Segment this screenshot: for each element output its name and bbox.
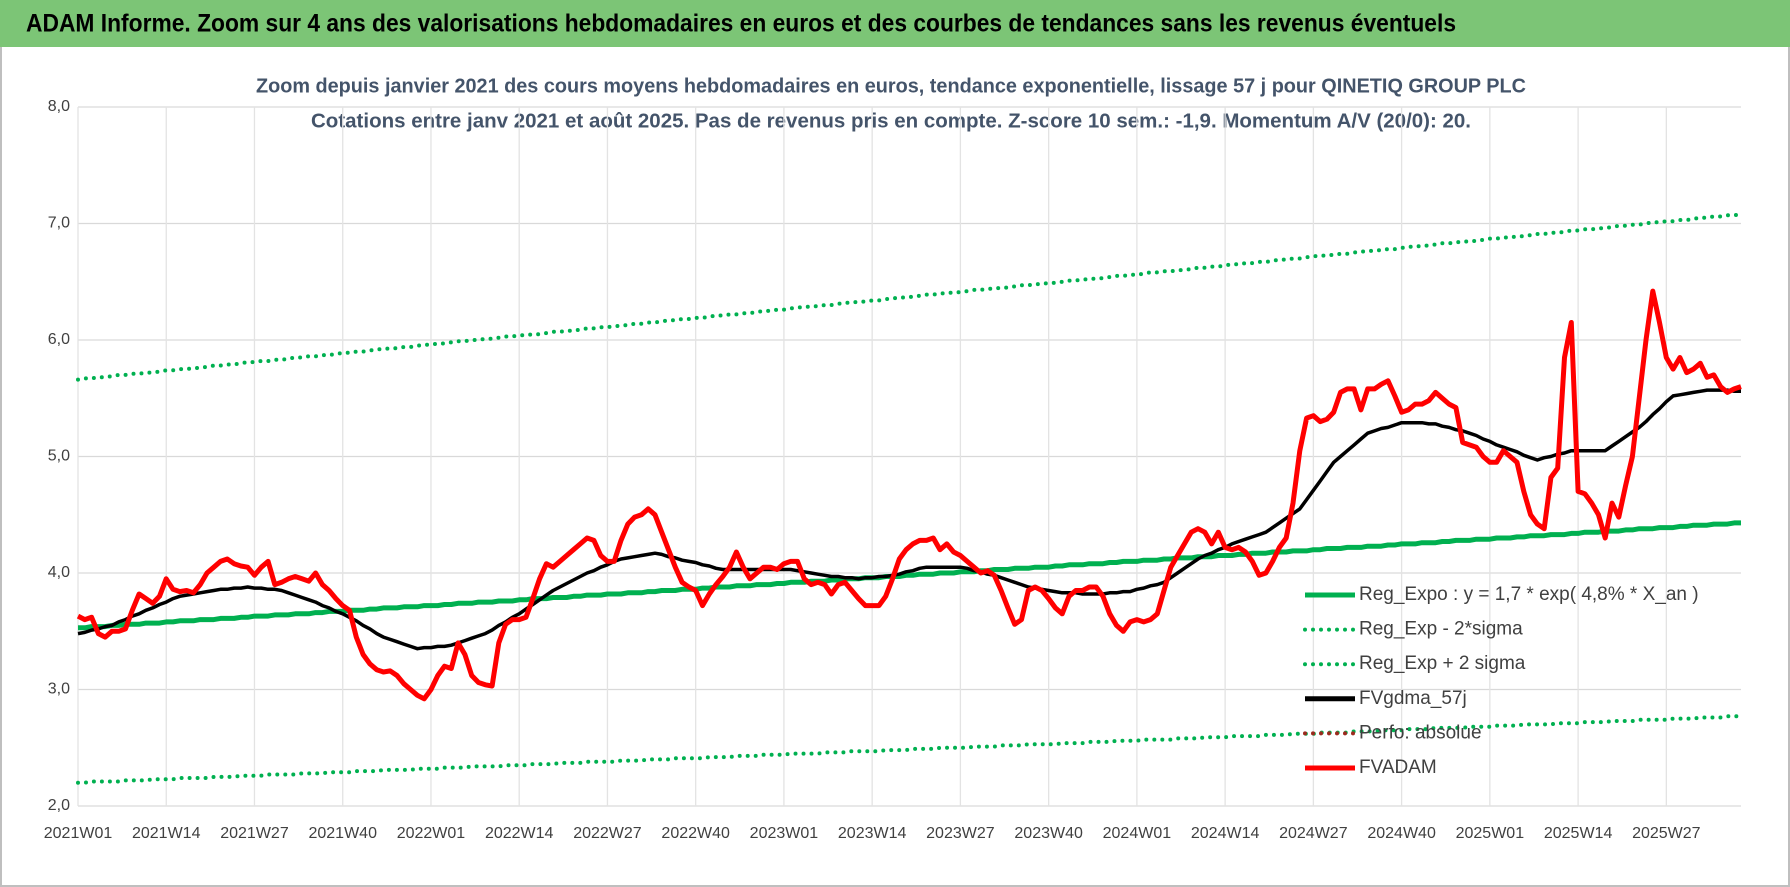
- series-line: [76, 714, 1743, 785]
- y-tick-label: 2,0: [48, 797, 70, 814]
- x-tick-label: 2024W01: [1103, 825, 1172, 842]
- header-title: ADAM Informe. Zoom sur 4 ans des valoris…: [26, 10, 1456, 38]
- x-tick-label: 2021W40: [308, 825, 377, 842]
- y-tick-label: 6,0: [48, 331, 70, 348]
- x-tick-label: 2022W01: [397, 825, 466, 842]
- legend-label: Perfo: absolue: [1359, 722, 1482, 743]
- legend-label: FVgdma_57j: [1359, 688, 1467, 709]
- y-tick-label: 7,0: [48, 215, 70, 232]
- series-line: [76, 212, 1743, 382]
- series-line: [77, 388, 1741, 651]
- y-tick-label: 5,0: [48, 448, 70, 465]
- x-tick-label: 2024W40: [1367, 825, 1436, 842]
- x-tick-label: 2023W27: [926, 825, 995, 842]
- plot: [76, 212, 1743, 785]
- legend-label: FVADAM: [1359, 757, 1437, 778]
- x-tick-label: 2025W01: [1456, 825, 1525, 842]
- x-tick-label: 2025W27: [1632, 825, 1701, 842]
- legend-label: Reg_Expo : y = 1,7 * exp( 4,8% * X_an ): [1359, 584, 1699, 605]
- x-tick-label: 2022W40: [661, 825, 730, 842]
- x-tick-label: 2021W27: [220, 825, 289, 842]
- x-tick-label: 2024W14: [1191, 825, 1260, 842]
- x-tick-label: 2023W14: [838, 825, 907, 842]
- header-bar: [0, 0, 1790, 47]
- legend-label: Reg_Exp - 2*sigma: [1359, 619, 1523, 640]
- y-tick-label: 3,0: [48, 681, 70, 698]
- legend: Reg_Expo : y = 1,7 * exp( 4,8% * X_an ) R…: [1303, 584, 1699, 778]
- chart-subtitle: Cotations entre janv 2021 et août 2025. …: [311, 110, 1471, 132]
- x-tick-label: 2023W40: [1014, 825, 1083, 842]
- y-tick-label: 4,0: [48, 564, 70, 581]
- grid: 2,0 3,0 4,0 5,0 6,0 7,0 8,0 2021W01 2021W14 2021W…: [44, 98, 1741, 842]
- x-tick-label: 2025W14: [1544, 825, 1613, 842]
- y-tick-label: 8,0: [48, 98, 70, 115]
- x-tick-label: 2024W27: [1279, 825, 1348, 842]
- x-tick-label: 2021W14: [132, 825, 201, 842]
- legend-label: Reg_Exp + 2 sigma: [1359, 653, 1526, 674]
- x-tick-label: 2023W01: [750, 825, 819, 842]
- x-tick-label: 2022W27: [573, 825, 642, 842]
- series-line: [76, 288, 1742, 702]
- x-tick-label: 2022W14: [485, 825, 554, 842]
- chart-title: Zoom depuis janvier 2021 des cours moyen…: [256, 75, 1526, 97]
- series-line: [78, 520, 1741, 631]
- x-tick-label: 2021W01: [44, 825, 113, 842]
